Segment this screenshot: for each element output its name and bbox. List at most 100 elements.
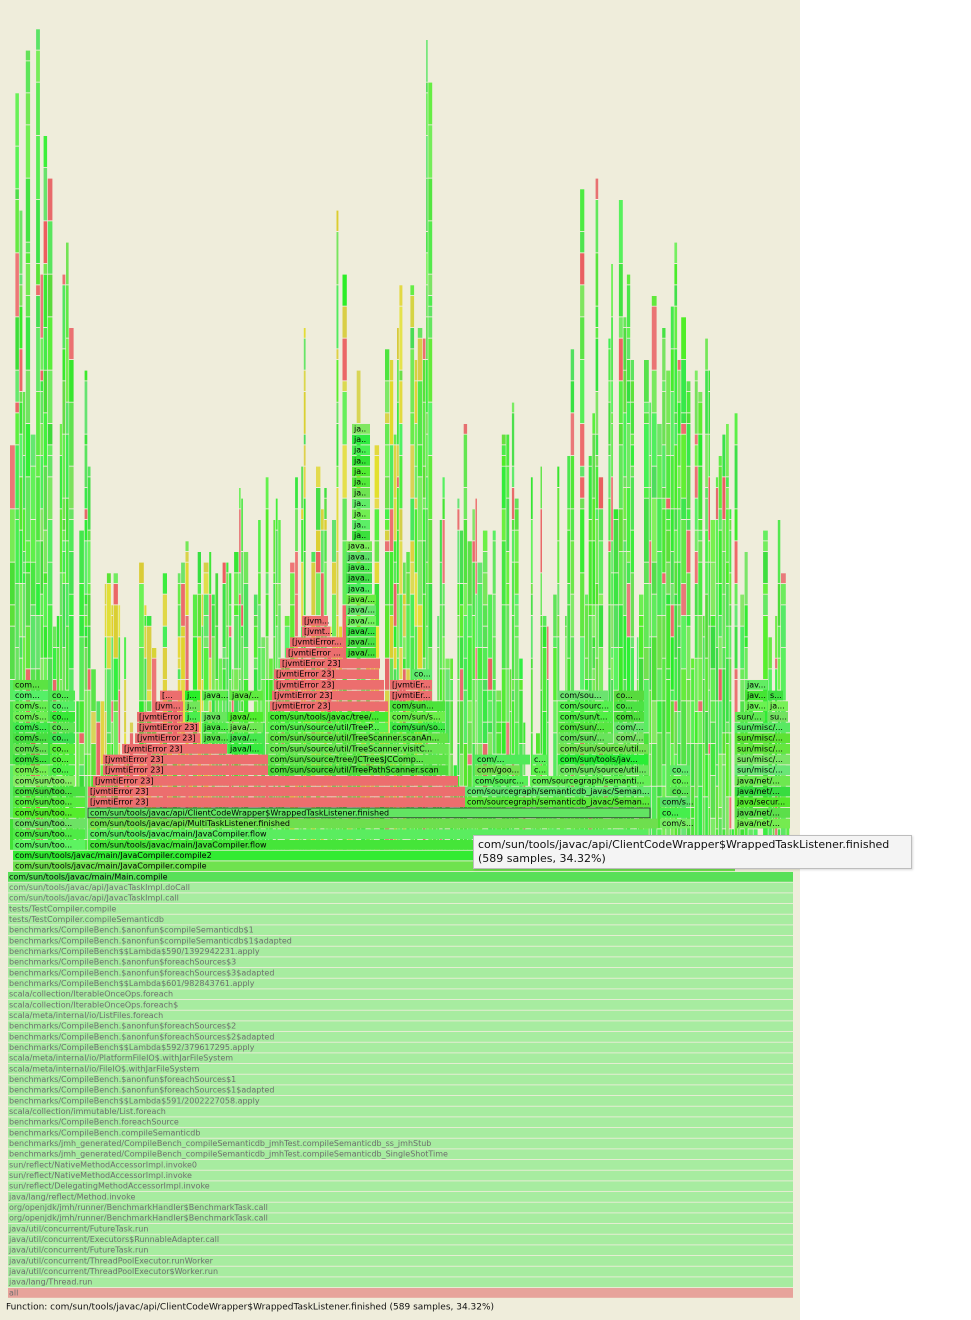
frame[interactable]: [230, 690, 263, 701]
frame[interactable]: [122, 743, 227, 754]
frame[interactable]: [8, 1266, 793, 1277]
frame[interactable]: [13, 733, 48, 744]
frame[interactable]: [390, 679, 432, 690]
frame[interactable]: [768, 690, 783, 701]
frame[interactable]: [558, 765, 648, 776]
frame[interactable]: [13, 679, 48, 690]
frame[interactable]: [8, 1181, 793, 1192]
frame[interactable]: [8, 925, 793, 936]
frame[interactable]: [286, 647, 344, 658]
frame[interactable]: [735, 797, 790, 808]
frame[interactable]: [614, 711, 644, 722]
frame[interactable]: [735, 743, 790, 754]
frame[interactable]: [8, 999, 793, 1010]
frame[interactable]: [8, 1288, 793, 1298]
frame[interactable]: [475, 765, 520, 776]
frame[interactable]: [50, 701, 75, 712]
frame[interactable]: [390, 701, 445, 712]
frame[interactable]: [8, 1170, 793, 1181]
frame[interactable]: [390, 711, 445, 722]
frame[interactable]: [13, 690, 48, 701]
frame[interactable]: [670, 775, 690, 786]
frame[interactable]: [735, 786, 790, 797]
frame[interactable]: [202, 690, 227, 701]
frame[interactable]: [8, 1095, 793, 1106]
frame[interactable]: [185, 690, 200, 701]
frame[interactable]: [8, 935, 793, 946]
frame[interactable]: [614, 690, 644, 701]
frame[interactable]: [88, 829, 648, 840]
frame[interactable]: [135, 733, 200, 744]
frame[interactable]: [8, 1127, 793, 1138]
frame[interactable]: [735, 775, 790, 786]
frame[interactable]: [735, 765, 790, 776]
frame[interactable]: [8, 946, 793, 957]
frame[interactable]: [352, 498, 370, 509]
frame[interactable]: [346, 637, 376, 648]
frame[interactable]: [558, 701, 613, 712]
frame[interactable]: [13, 807, 85, 818]
frame[interactable]: [274, 679, 384, 690]
frame[interactable]: [13, 743, 48, 754]
frame[interactable]: [735, 722, 790, 733]
frame[interactable]: [93, 775, 458, 786]
frame[interactable]: [346, 626, 376, 637]
frame[interactable]: [8, 957, 793, 968]
frame[interactable]: [88, 797, 465, 808]
frame[interactable]: [13, 786, 85, 797]
frame[interactable]: [8, 1138, 793, 1149]
frame[interactable]: [13, 775, 75, 786]
frame[interactable]: [735, 711, 765, 722]
frame[interactable]: [614, 733, 644, 744]
frame[interactable]: [473, 775, 528, 786]
frame[interactable]: [745, 701, 767, 712]
frame[interactable]: [268, 754, 448, 765]
frame[interactable]: [745, 679, 767, 690]
frame[interactable]: [558, 711, 613, 722]
frame[interactable]: [660, 818, 690, 829]
frame[interactable]: [8, 1223, 793, 1234]
frame[interactable]: [50, 690, 75, 701]
frame[interactable]: [103, 765, 268, 776]
frame[interactable]: [50, 765, 75, 776]
frame[interactable]: [8, 967, 793, 978]
frame[interactable]: [202, 722, 227, 733]
frame[interactable]: [8, 1010, 793, 1021]
frame[interactable]: [8, 1191, 793, 1202]
frame[interactable]: [614, 701, 644, 712]
frame[interactable]: [88, 839, 648, 850]
frame[interactable]: [302, 615, 328, 626]
frame[interactable]: [228, 722, 263, 733]
frame[interactable]: [558, 722, 613, 733]
frame[interactable]: [13, 765, 48, 776]
frame[interactable]: [346, 583, 372, 594]
frame[interactable]: [8, 1255, 793, 1266]
frame[interactable]: [13, 850, 793, 861]
frame[interactable]: [274, 669, 379, 680]
frame[interactable]: [390, 690, 432, 701]
frame[interactable]: [268, 711, 388, 722]
frame[interactable]: [735, 818, 790, 829]
frame[interactable]: [268, 733, 448, 744]
frame[interactable]: [8, 1063, 793, 1074]
frame[interactable]: [268, 722, 388, 733]
frame[interactable]: [346, 605, 376, 616]
frame[interactable]: [268, 765, 448, 776]
frame[interactable]: [352, 466, 370, 477]
frame[interactable]: [346, 594, 376, 605]
frame[interactable]: [475, 754, 530, 765]
frame[interactable]: [768, 711, 788, 722]
frame[interactable]: [346, 562, 372, 573]
frame[interactable]: [137, 711, 183, 722]
frame[interactable]: [8, 1213, 793, 1224]
frame[interactable]: [660, 797, 690, 808]
frame[interactable]: [352, 509, 370, 520]
frame[interactable]: [8, 882, 793, 893]
frame[interactable]: [13, 839, 85, 850]
frame[interactable]: [745, 690, 767, 701]
frame[interactable]: [735, 733, 790, 744]
frame[interactable]: [13, 722, 48, 733]
frame[interactable]: [8, 1234, 793, 1245]
frame[interactable]: [290, 637, 344, 648]
frame[interactable]: [346, 647, 376, 658]
